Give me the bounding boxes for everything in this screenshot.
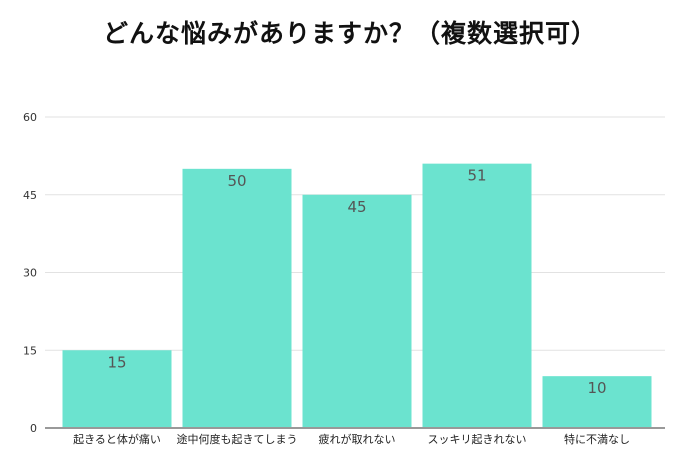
data-label: 50 bbox=[227, 172, 246, 190]
bar bbox=[542, 376, 652, 428]
x-tick-label: スッキリ起きれない bbox=[428, 433, 527, 446]
y-tick-label: 60 bbox=[23, 111, 37, 124]
data-label: 15 bbox=[107, 353, 126, 371]
chart-title: どんな悩みがありますか？（複数選択可） bbox=[102, 19, 597, 48]
y-tick-label: 15 bbox=[23, 344, 37, 357]
bar bbox=[302, 194, 412, 428]
y-tick-label: 30 bbox=[23, 267, 37, 280]
bar bbox=[182, 168, 292, 429]
x-tick-label: 途中何度も起きてしまう bbox=[177, 432, 298, 446]
data-label: 51 bbox=[467, 167, 486, 185]
x-tick-label: 疲れが取れない bbox=[319, 432, 396, 446]
data-label: 45 bbox=[347, 198, 366, 216]
x-tick-label: 起きると体が痛い bbox=[73, 432, 161, 446]
bar bbox=[422, 163, 532, 428]
x-tick-label: 特に不満なし bbox=[564, 432, 630, 446]
data-label: 10 bbox=[587, 379, 606, 397]
bar bbox=[62, 350, 172, 428]
y-tick-label: 45 bbox=[23, 189, 37, 202]
y-tick-label: 0 bbox=[30, 422, 37, 435]
